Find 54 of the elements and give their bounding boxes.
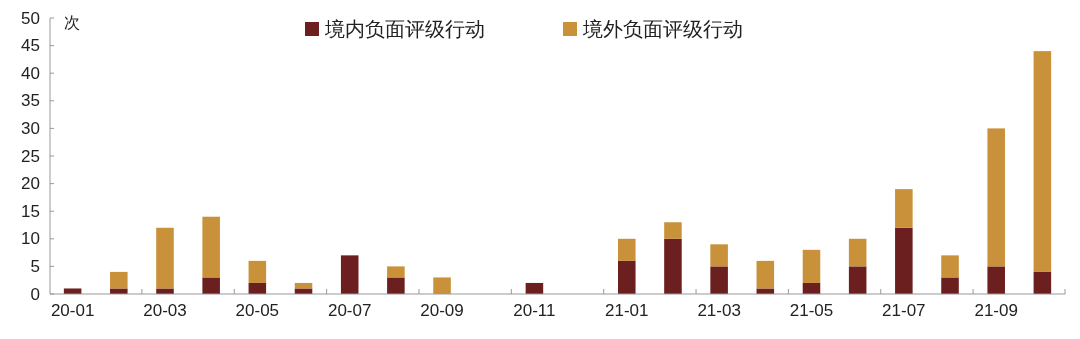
y-tick-label: 15 [21,201,40,221]
y-tick-label: 45 [21,36,40,56]
x-tick-label: 21-01 [605,301,649,320]
bar [756,260,775,289]
y-tick-label: 5 [30,256,40,276]
bar [802,249,821,283]
y-tick-label: 35 [21,91,40,111]
bar [987,266,1005,294]
x-tick-label: 20-01 [50,301,95,320]
bar [202,277,220,294]
bar [710,266,728,294]
bar [664,222,682,239]
bar [895,227,913,294]
bar [941,255,959,278]
x-tick-label: 21-07 [882,301,926,320]
bar [1033,51,1052,272]
x-tick-label: 20-07 [327,301,372,320]
bar [664,238,682,294]
x-tick-label: 21-09 [974,301,1018,320]
bar [433,277,451,294]
x-tick-label: 21-03 [697,301,741,320]
bar [617,260,636,294]
bar [848,238,867,267]
bar [941,277,959,294]
legend-label: 境内负面评级行动 [324,18,485,40]
bar [202,216,220,278]
bar [987,128,1005,267]
x-tick-label: 21-05 [789,301,834,320]
bar [387,277,405,294]
y-tick-label: 10 [21,229,40,249]
bar [110,288,128,294]
bar [387,266,405,278]
legend-label: 境外负面评级行动 [582,18,743,40]
y-tick-label: 30 [21,118,40,138]
bar [340,255,359,294]
y-tick-label: 0 [30,284,40,304]
x-tick-label: 20-09 [420,301,464,320]
bar [895,189,913,228]
y-tick-label: 20 [21,174,40,194]
bar [710,244,728,267]
y-tick-label: 50 [21,8,40,28]
bar [156,227,174,289]
bar [848,266,867,294]
y-tick-label: 25 [21,146,40,166]
bar [1033,271,1052,294]
bar [156,288,174,294]
x-tick-label: 20-11 [513,301,556,320]
bar [617,238,636,261]
x-tick-label: 20-03 [143,301,187,320]
x-tick-label: 20-05 [235,301,280,320]
bar [110,271,128,289]
bar [248,260,267,283]
y-axis-title: 次 [64,14,80,31]
y-tick-label: 40 [21,63,40,83]
